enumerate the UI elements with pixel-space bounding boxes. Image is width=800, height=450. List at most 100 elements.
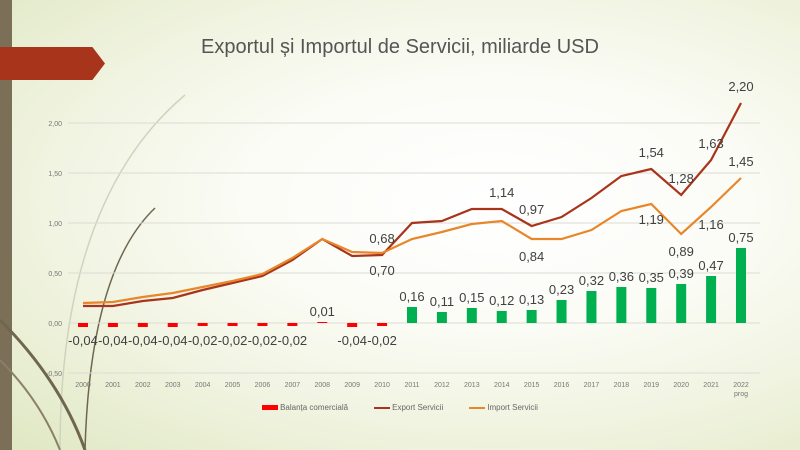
bar-data-label: 0,39 [669, 266, 694, 281]
line-data-label: 0,70 [369, 263, 394, 278]
bar-data-label: 0,32 [579, 273, 604, 288]
x-tick-label: 2022 [733, 382, 749, 389]
x-tick-label: 2001 [105, 382, 121, 389]
y-tick-label: 2,00 [48, 121, 62, 128]
legend-label: Import Servicii [487, 403, 538, 412]
bar-data-label: -0,04 [68, 333, 98, 348]
x-tick-label: 2004 [195, 382, 211, 389]
bar-data-label: -0,02 [188, 333, 218, 348]
bar-data-label: -0,04 [98, 333, 128, 348]
x-tick-label: 2011 [404, 382, 419, 389]
line-data-label: 2,20 [728, 79, 753, 94]
legend-swatch [374, 406, 391, 409]
legend: Balanța comercială Export Servicii Impor… [0, 403, 800, 412]
bar-balance [347, 323, 358, 327]
line-data-label: 1,63 [698, 136, 723, 151]
bar-balance [586, 291, 597, 323]
x-tick-label: 2016 [554, 382, 570, 389]
bar-balance [436, 312, 447, 323]
y-tick-label: -0,50 [46, 371, 62, 378]
x-tick-label: 2020 [673, 382, 689, 389]
bar-balance [616, 287, 627, 323]
bar-balance [167, 323, 178, 327]
bar-balance [526, 310, 537, 323]
legend-item-import: Import Servicii [469, 403, 538, 412]
x-tick-label: 2014 [494, 382, 510, 389]
bar-data-label: 0,16 [399, 289, 424, 304]
bar-balance [227, 323, 238, 326]
line-data-label: 0,68 [369, 231, 394, 246]
x-tick-label: 2003 [165, 382, 181, 389]
line-data-label: 0,89 [669, 244, 694, 259]
x-tick-label: 2005 [225, 382, 241, 389]
bar-balance [736, 248, 746, 323]
bar-data-label: -0,02 [218, 333, 248, 348]
left-decorative-bar [0, 0, 12, 450]
legend-label: Export Servicii [392, 403, 444, 412]
bar-data-label: 0,75 [728, 230, 753, 245]
x-tick-label: 2006 [255, 382, 271, 389]
bar-balance [137, 323, 148, 327]
y-tick-label: 1,00 [48, 221, 62, 228]
bar-data-label: 0,35 [639, 270, 664, 285]
x-tick-label: 2002 [135, 382, 151, 389]
decorative-arrow [0, 47, 105, 80]
x-tick-label: 2018 [614, 382, 630, 389]
bar-data-label: 0,13 [519, 292, 544, 307]
legend-item-export: Export Servicii [374, 403, 443, 412]
chart-title: Exportul și Importul de Servicii, miliar… [201, 36, 599, 58]
bar-balance [78, 323, 88, 327]
x-tick-label: 2012 [434, 382, 450, 389]
x-tick-label: 2021 [703, 382, 719, 389]
line-data-label: 1,16 [698, 217, 723, 232]
bar-data-label: 0,36 [609, 269, 634, 284]
decorative-curves [0, 94, 186, 450]
bar-data-label: 0,01 [310, 304, 335, 319]
line-data-label: 0,84 [519, 249, 544, 264]
bar-data-label: -0,04 [128, 333, 158, 348]
y-tick-label: 1,50 [48, 171, 62, 178]
legend-swatch [469, 406, 486, 409]
bar-data-label: -0,02 [248, 333, 278, 348]
line-data-label: 1,54 [639, 145, 664, 160]
x-tick-label: prog [734, 391, 748, 398]
x-tick-label: 2008 [314, 382, 330, 389]
y-tick-label: 0,00 [48, 321, 62, 328]
x-tick-label: 2019 [643, 382, 659, 389]
line-data-label: 1,19 [639, 212, 664, 227]
bar-balance [646, 288, 657, 323]
x-tick-label: 2015 [524, 382, 540, 389]
bar-data-label: -0,04 [158, 333, 188, 348]
bar-data-label: 0,47 [698, 258, 723, 273]
bar-balance [706, 276, 717, 323]
x-tick-label: 2013 [464, 382, 480, 389]
y-tick-label: 0,50 [48, 271, 62, 278]
bar-balance [287, 323, 298, 326]
bar-balance [107, 323, 118, 327]
bar-balance [257, 323, 268, 326]
x-tick-label: 2007 [285, 382, 301, 389]
x-tick-label: 2000 [75, 382, 91, 389]
legend-label: Balanța comercială [280, 403, 349, 412]
bar-balance [496, 311, 507, 323]
line-data-label: 1,14 [489, 185, 514, 200]
bar-balance [556, 300, 567, 323]
x-tick-label: 2009 [344, 382, 360, 389]
bar-balance [317, 322, 328, 323]
bar-data-label: -0,02 [367, 333, 397, 348]
x-tick-label: 2017 [584, 382, 600, 389]
x-tick-label: 2010 [374, 382, 390, 389]
line-data-label: 0,97 [519, 202, 544, 217]
bar-data-label: 0,11 [430, 294, 454, 309]
bar-data-label: 0,12 [489, 293, 514, 308]
bar-balance [377, 323, 388, 326]
bar-balance [676, 284, 687, 323]
legend-swatch [262, 405, 279, 410]
bar-data-label: 0,15 [459, 290, 484, 305]
bar-balance [466, 308, 477, 323]
bar-balance [197, 323, 208, 326]
bar-data-label: -0,04 [337, 333, 367, 348]
legend-item-balance: Balanța comercială [262, 403, 348, 412]
line-data-label: 1,45 [728, 154, 753, 169]
bar-balance [407, 307, 417, 323]
